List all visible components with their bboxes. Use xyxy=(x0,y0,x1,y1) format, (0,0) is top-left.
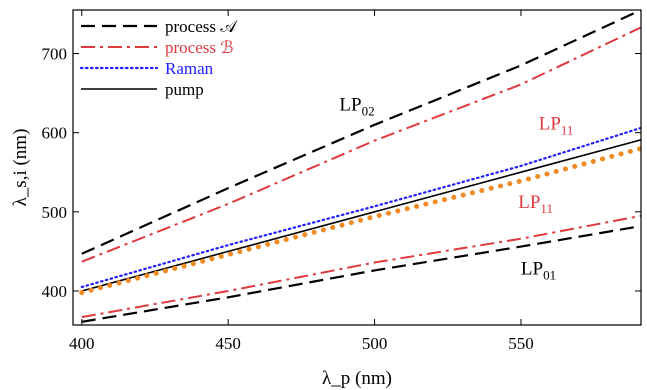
annotation-layer: LP02 LP11 LP11 LP01 xyxy=(339,95,573,283)
y-tick-label: 700 xyxy=(42,45,68,64)
series-layer xyxy=(79,10,641,323)
mode-label-lp02: LP02 xyxy=(339,95,374,119)
y-tick-label: 400 xyxy=(42,282,68,301)
plot-frame xyxy=(72,9,642,326)
mode-label-lp11: LP11 xyxy=(518,192,553,216)
legend-label: process 𝒜 xyxy=(165,17,238,36)
mode-label-lp01: LP01 xyxy=(521,258,556,282)
x-tick-label: 550 xyxy=(508,334,534,353)
legend-label: pump xyxy=(165,80,204,99)
series-line-lp11 xyxy=(81,26,641,263)
legend-label: process ℬ xyxy=(165,38,234,57)
series-line-curve-6 xyxy=(79,146,641,296)
y-tick-label: 500 xyxy=(42,203,68,222)
x-tick-label: 500 xyxy=(362,334,388,353)
tick-layer: 400 450 500 550 400 500 600 700 xyxy=(42,10,641,353)
legend: process 𝒜 process ℬ Raman pump xyxy=(79,17,238,99)
legend-label: Raman xyxy=(165,59,214,78)
series-line-lp02 xyxy=(81,10,641,255)
mode-label-lp11: LP11 xyxy=(539,114,574,138)
series-line-raman xyxy=(80,126,641,289)
series-line-pump xyxy=(81,139,641,292)
y-tick-label: 600 xyxy=(42,124,68,143)
series-line-lp01 xyxy=(81,225,641,323)
y-axis-title: λ_s,i (nm) xyxy=(10,129,31,207)
x-axis-title: λ_p (nm) xyxy=(322,368,392,389)
axis-titles: λ_p (nm) λ_s,i (nm) xyxy=(10,129,392,389)
x-tick-label: 400 xyxy=(69,334,95,353)
series-line-lp11 xyxy=(81,214,641,319)
x-tick-label: 450 xyxy=(215,334,241,353)
